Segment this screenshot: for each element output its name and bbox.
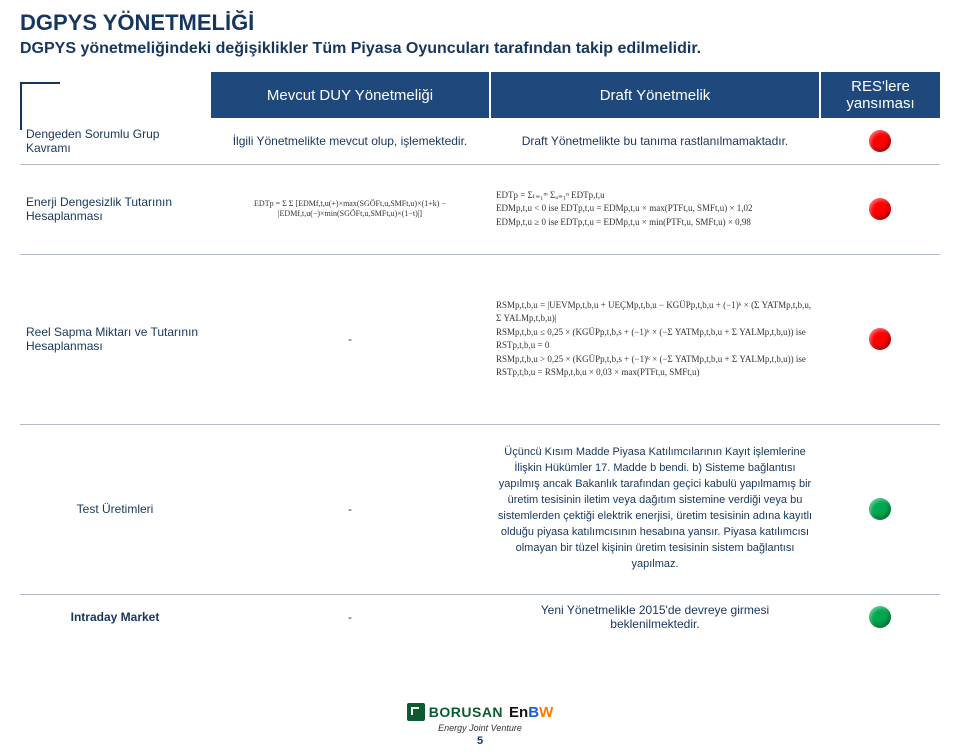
table-header-row: Mevcut DUY Yönetmeliği Draft Yönetmelik …	[20, 72, 940, 118]
status-dot-green	[869, 606, 891, 628]
jv-text: Energy Joint Venture	[0, 723, 960, 733]
status-dot-green	[869, 498, 891, 520]
row-current: -	[210, 424, 490, 594]
row-current: -	[210, 594, 490, 639]
row-draft: Üçüncü Kısım Madde Piyasa Katılımcıların…	[490, 424, 820, 594]
page-title: DGPYS YÖNETMELİĞİ	[0, 0, 960, 40]
main-content: Mevcut DUY Yönetmeliği Draft Yönetmelik …	[0, 72, 960, 639]
table-row: Reel Sapma Miktarı ve Tutarının Hesaplan…	[20, 254, 940, 424]
row-draft-formula: RSMp,t,b,u = |UEVMp,t,b,u + UEÇMp,t,b,u …	[490, 254, 820, 424]
page-number: 5	[0, 735, 960, 747]
table-row: Enerji Dengesizlik Tutarının Hesaplanmas…	[20, 164, 940, 254]
logo-group: BORUSAN EnBW	[0, 703, 960, 721]
comparison-table: Mevcut DUY Yönetmeliği Draft Yönetmelik …	[20, 72, 940, 639]
status-dot-red	[869, 328, 891, 350]
table-row: Dengeden Sorumlu Grup Kavramı İlgili Yön…	[20, 118, 940, 164]
page-subtitle: DGPYS yönetmeliğindeki değişiklikler Tüm…	[0, 40, 960, 72]
enbw-en: En	[509, 704, 528, 721]
row-current: İlgili Yönetmelikte mevcut olup, işlemek…	[210, 118, 490, 164]
borusan-text: BORUSAN	[429, 704, 503, 720]
row-draft: Yeni Yönetmelikle 2015'de devreye girmes…	[490, 594, 820, 639]
header-draft: Draft Yönetmelik	[490, 72, 820, 118]
table-row: Test Üretimleri - Üçüncü Kısım Madde Piy…	[20, 424, 940, 594]
row-label: Reel Sapma Miktarı ve Tutarının Hesaplan…	[20, 254, 210, 424]
row-label: Intraday Market	[20, 594, 210, 639]
formula-text: EDTp = Σₜ₌₁ᵐ Σᵤ₌₁ⁿ EDTp,t,u EDMp,t,u < 0…	[496, 189, 814, 230]
header-current: Mevcut DUY Yönetmeliği	[210, 72, 490, 118]
enbw-w: W	[539, 704, 553, 721]
row-status	[820, 118, 940, 164]
borusan-icon	[407, 703, 425, 721]
row-draft-formula: EDTp = Σₜ₌₁ᵐ Σᵤ₌₁ⁿ EDTp,t,u EDMp,t,u < 0…	[490, 164, 820, 254]
footer: BORUSAN EnBW Energy Joint Venture 5	[0, 703, 960, 747]
borusan-logo: BORUSAN	[407, 703, 503, 721]
status-dot-red	[869, 130, 891, 152]
enbw-b: B	[528, 704, 539, 721]
status-dot-red	[869, 198, 891, 220]
row-current: -	[210, 254, 490, 424]
row-status	[820, 424, 940, 594]
decor-corner	[20, 82, 60, 130]
enbw-logo: EnBW	[509, 704, 553, 721]
table-row: Intraday Market - Yeni Yönetmelikle 2015…	[20, 594, 940, 639]
row-status	[820, 254, 940, 424]
row-label: Test Üretimleri	[20, 424, 210, 594]
header-impact: RES'lere yansıması	[820, 72, 940, 118]
row-current-formula: EDTp = Σ Σ [EDMf,t,u(+)×max(SGÖFt,u,SMFt…	[210, 164, 490, 254]
row-status	[820, 164, 940, 254]
formula-text: EDTp = Σ Σ [EDMf,t,u(+)×max(SGÖFt,u,SMFt…	[216, 199, 484, 218]
row-label: Enerji Dengesizlik Tutarının Hesaplanmas…	[20, 164, 210, 254]
row-draft: Draft Yönetmelikte bu tanıma rastlanılma…	[490, 118, 820, 164]
formula-text: RSMp,t,b,u = |UEVMp,t,b,u + UEÇMp,t,b,u …	[496, 299, 814, 380]
row-status	[820, 594, 940, 639]
